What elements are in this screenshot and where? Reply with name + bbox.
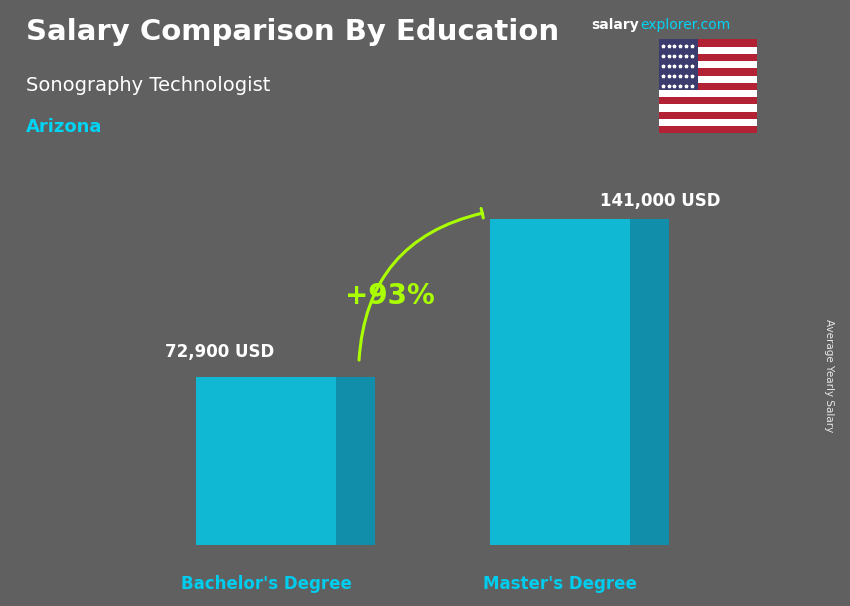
Bar: [659, 126, 756, 133]
Text: Master's Degree: Master's Degree: [483, 576, 637, 593]
Bar: [659, 112, 756, 119]
Bar: [659, 97, 756, 104]
Text: salary: salary: [591, 18, 638, 32]
Bar: [659, 61, 756, 68]
Bar: [659, 76, 756, 83]
Bar: [659, 39, 698, 90]
Text: Average Yearly Salary: Average Yearly Salary: [824, 319, 834, 432]
Text: Bachelor's Degree: Bachelor's Degree: [180, 576, 352, 593]
Bar: [659, 47, 756, 54]
Bar: [659, 68, 756, 76]
Text: Sonography Technologist: Sonography Technologist: [26, 76, 269, 95]
Text: 141,000 USD: 141,000 USD: [600, 192, 721, 210]
Text: +93%: +93%: [345, 282, 434, 310]
Polygon shape: [630, 219, 669, 545]
Bar: [659, 54, 756, 61]
Text: explorer.com: explorer.com: [640, 18, 730, 32]
Text: Arizona: Arizona: [26, 118, 102, 136]
Bar: [659, 83, 756, 90]
Text: Salary Comparison By Education: Salary Comparison By Education: [26, 18, 558, 46]
Bar: [659, 39, 756, 47]
Bar: [659, 119, 756, 126]
Polygon shape: [196, 377, 336, 545]
Bar: [659, 90, 756, 97]
Polygon shape: [490, 219, 630, 545]
Text: 72,900 USD: 72,900 USD: [165, 342, 275, 361]
Bar: [659, 104, 756, 112]
Polygon shape: [336, 377, 375, 545]
